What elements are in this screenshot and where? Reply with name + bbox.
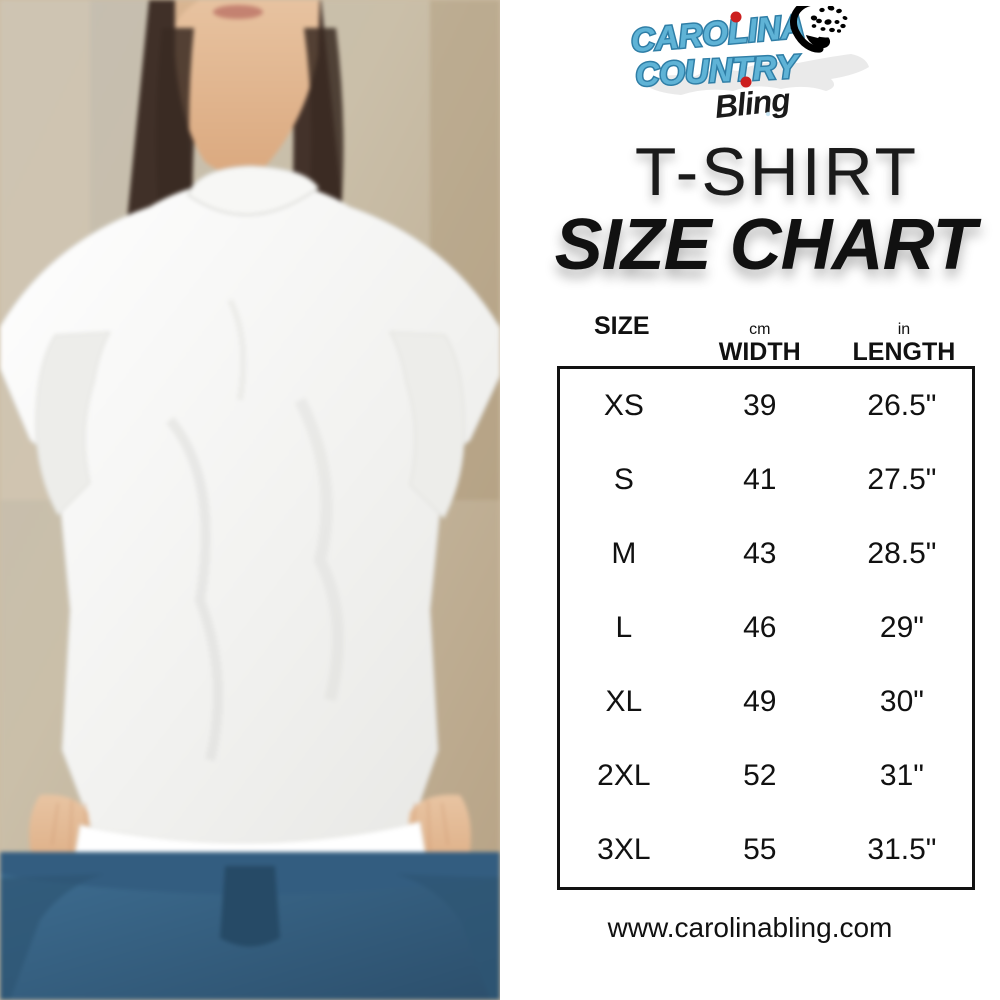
svg-text:Bling: Bling xyxy=(713,81,792,125)
